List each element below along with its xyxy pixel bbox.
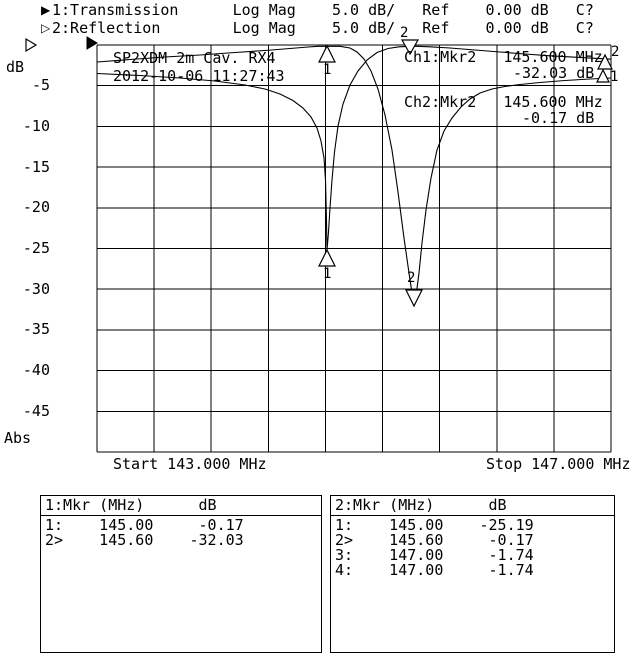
trace-transmission (96, 45, 612, 307)
trace1-edge-flag-label: 1 (610, 69, 619, 85)
marker-table-ch2-header: 2:Mkr (MHz) dB (335, 496, 507, 514)
y-axis-abs-label: Abs (4, 429, 32, 447)
y-axis-tick-label: -5 (31, 76, 50, 94)
trace2-edge-flag-triangle (597, 53, 613, 70)
ch1-marker1-triangle (318, 44, 336, 63)
y-axis-tick-label: -10 (22, 117, 50, 135)
y-axis-tick-label: -15 (22, 158, 50, 176)
ch2-marker2-triangle (400, 39, 420, 56)
y-axis-tick-label: -25 (22, 239, 50, 257)
x-axis-stop-label: Stop 147.000 MHz (486, 455, 631, 473)
table-header-divider (41, 515, 321, 516)
ch2-marker1-label: 1 (323, 266, 332, 282)
ch2-ref-indicator (25, 37, 38, 53)
x-axis-start-label: Start 143.000 MHz (113, 455, 267, 473)
ch2-marker-readout-value: -0.17 dB (522, 109, 595, 127)
ch1-marker1-label: 1 (323, 62, 332, 78)
ch2-marker2-label: 2 (400, 25, 409, 41)
marker-table-ch1: 1:Mkr (MHz) dB 1: 145.00 -0.17 2> 145.60… (40, 495, 322, 653)
marker-table-ch2-rows: 1: 145.00 -25.19 2> 145.60 -0.17 3: 147.… (335, 516, 534, 579)
trace2-edge-flag-label: 2 (611, 44, 620, 60)
marker-table-ch1-header: 1:Mkr (MHz) dB (45, 496, 217, 514)
trace1-edge-flag-triangle (596, 68, 610, 83)
ch2-marker-readout-freq: Ch2:Mkr2 145.600 MHz (404, 93, 603, 111)
y-axis-tick-label: -40 (22, 361, 50, 379)
y-axis-unit-label: dB (6, 58, 25, 76)
y-axis-tick-label: -35 (22, 320, 50, 338)
y-axis-tick-label: -45 (22, 402, 50, 420)
y-axis-tick-label: -20 (22, 198, 50, 216)
ch1-marker2-triangle (405, 289, 423, 308)
channel2-active-icon: ▷ (41, 21, 51, 35)
ch2-marker1-triangle (318, 248, 336, 267)
ch1-marker-readout-value: -32.03 dB (513, 64, 595, 82)
ch1-ref-indicator (86, 36, 98, 50)
table-header-divider (331, 515, 614, 516)
trace-reflection (96, 45, 612, 251)
channel1-settings-line: 1:Transmission Log Mag 5.0 dB/ Ref 0.00 … (52, 1, 594, 19)
ch1-marker-readout-freq: Ch1:Mkr2 145.600 MHz (404, 48, 603, 66)
channel1-active-icon: ▶ (41, 3, 51, 17)
marker-table-ch2: 2:Mkr (MHz) dB 1: 145.00 -25.19 2> 145.6… (330, 495, 615, 653)
channel2-settings-line: 2:Reflection Log Mag 5.0 dB/ Ref 0.00 dB… (52, 19, 594, 37)
plot-title: SP2XDM 2m Cav. RX4 (113, 49, 276, 67)
y-axis-tick-label: -30 (22, 280, 50, 298)
ch1-marker2-label: 2 (407, 270, 416, 286)
marker-table-ch1-rows: 1: 145.00 -0.17 2> 145.60 -32.03 (45, 516, 244, 549)
plot-timestamp: 2012-10-06 11:27:43 (113, 67, 285, 85)
